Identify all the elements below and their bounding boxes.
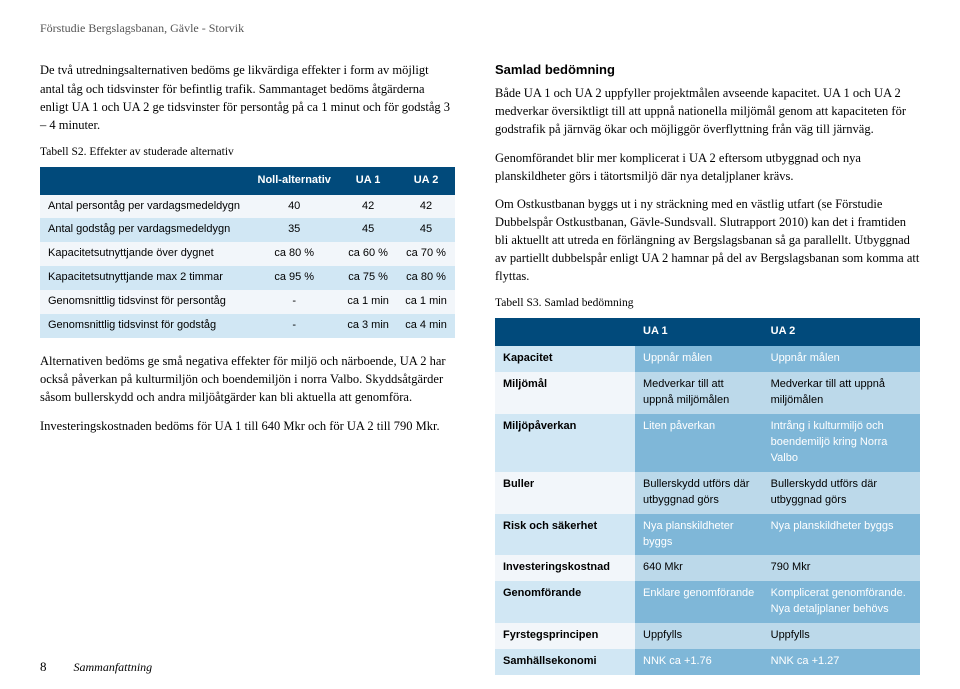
row-label: Genomsnittlig tidsvinst för persontåg (40, 290, 249, 314)
cell: NNK ca +1.76 (635, 649, 763, 675)
cell: Nya planskildheter byggs (763, 514, 920, 556)
page-number: 8 (40, 659, 47, 674)
table-s2: Noll-alternativ UA 1 UA 2 Antal persontå… (40, 167, 455, 339)
cell: 640 Mkr (635, 555, 763, 581)
table-row: Kapacitetsutnyttjande över dygnet ca 80 … (40, 242, 455, 266)
th-blank (495, 318, 635, 346)
th-ua1: UA 1 (339, 167, 397, 195)
cell: Uppfylls (763, 623, 920, 649)
cell: ca 3 min (339, 314, 397, 338)
row-label: Miljömål (495, 372, 635, 414)
cell: 42 (339, 195, 397, 219)
row-label: Buller (495, 472, 635, 514)
row-label: Genomsnittlig tidsvinst för godståg (40, 314, 249, 338)
table-row: Kapacitet Uppnår målen Uppnår målen (495, 346, 920, 372)
cell: Uppfylls (635, 623, 763, 649)
th-ua1: UA 1 (635, 318, 763, 346)
th-ua2: UA 2 (397, 167, 455, 195)
cell: Medverkar till att uppnå miljömålen (763, 372, 920, 414)
table-row: Genomsnittlig tidsvinst för persontåg - … (40, 290, 455, 314)
row-label: Kapacitet (495, 346, 635, 372)
table-row: Fyrstegsprincipen Uppfylls Uppfylls (495, 623, 920, 649)
table-row: Investeringskostnad 640 Mkr 790 Mkr (495, 555, 920, 581)
row-label: Samhällsekonomi (495, 649, 635, 675)
cell: Enklare genomförande (635, 581, 763, 623)
paragraph: Genomförandet blir mer komplicerat i UA … (495, 149, 920, 185)
row-label: Risk och säkerhet (495, 514, 635, 556)
table-row: Kapacitetsutnyttjande max 2 timmar ca 95… (40, 266, 455, 290)
table-row: Miljömål Medverkar till att uppnå miljöm… (495, 372, 920, 414)
row-label: Miljöpåverkan (495, 414, 635, 472)
cell: ca 75 % (339, 266, 397, 290)
cell: Nya planskildheter byggs (635, 514, 763, 556)
table-row: Genomförande Enklare genomförande Kompli… (495, 581, 920, 623)
cell: NNK ca +1.27 (763, 649, 920, 675)
row-label: Genomförande (495, 581, 635, 623)
cell: ca 95 % (249, 266, 339, 290)
cell: Liten påverkan (635, 414, 763, 472)
row-label: Fyrstegsprincipen (495, 623, 635, 649)
table-s2-caption: Tabell S2. Effekter av studerade alterna… (40, 144, 455, 161)
cell: Intrång i kulturmiljö och boendemiljö kr… (763, 414, 920, 472)
table-header-row: UA 1 UA 2 (495, 318, 920, 346)
right-column: Samlad bedömning Både UA 1 och UA 2 uppf… (495, 61, 920, 675)
paragraph: Investeringskostnaden bedöms för UA 1 ti… (40, 417, 455, 435)
section-name: Sammanfattning (74, 660, 153, 674)
cell: Uppnår målen (763, 346, 920, 372)
paragraph: Om Ostkustbanan byggs ut i ny sträckning… (495, 195, 920, 286)
table-row: Samhällsekonomi NNK ca +1.76 NNK ca +1.2… (495, 649, 920, 675)
cell: Uppnår målen (635, 346, 763, 372)
cell: 35 (249, 218, 339, 242)
cell: 42 (397, 195, 455, 219)
table-header-row: Noll-alternativ UA 1 UA 2 (40, 167, 455, 195)
table-row: Buller Bullerskydd utförs där utbyggnad … (495, 472, 920, 514)
cell: Bullerskydd utförs där utbyggnad görs (635, 472, 763, 514)
paragraph: Både UA 1 och UA 2 uppfyller projektmåle… (495, 84, 920, 138)
th-noll: Noll-alternativ (249, 167, 339, 195)
cell: 40 (249, 195, 339, 219)
page-footer: 8 Sammanfattning (40, 658, 152, 677)
cell: ca 1 min (397, 290, 455, 314)
row-label: Kapacitetsutnyttjande max 2 timmar (40, 266, 249, 290)
cell: 45 (397, 218, 455, 242)
cell: Bullerskydd utförs där utbyggnad görs (763, 472, 920, 514)
cell: Medverkar till att uppnå miljömålen (635, 372, 763, 414)
page-header: Förstudie Bergslagsbanan, Gävle - Storvi… (40, 20, 920, 37)
cell: ca 80 % (397, 266, 455, 290)
cell: ca 4 min (397, 314, 455, 338)
section-heading: Samlad bedömning (495, 61, 920, 80)
row-label: Investeringskostnad (495, 555, 635, 581)
table-row: Antal godståg per vardagsmedeldygn 35 45… (40, 218, 455, 242)
th-ua2: UA 2 (763, 318, 920, 346)
left-column: De två utredningsalternativen bedöms ge … (40, 61, 455, 675)
row-label: Antal persontåg per vardagsmedeldygn (40, 195, 249, 219)
table-row: Miljöpåverkan Liten påverkan Intrång i k… (495, 414, 920, 472)
cell: ca 70 % (397, 242, 455, 266)
table-row: Genomsnittlig tidsvinst för godståg - ca… (40, 314, 455, 338)
row-label: Antal godståg per vardagsmedeldygn (40, 218, 249, 242)
cell: - (249, 314, 339, 338)
cell: Komplicerat genomförande. Nya detaljplan… (763, 581, 920, 623)
cell: - (249, 290, 339, 314)
cell: 790 Mkr (763, 555, 920, 581)
cell: ca 1 min (339, 290, 397, 314)
table-row: Antal persontåg per vardagsmedeldygn 40 … (40, 195, 455, 219)
cell: 45 (339, 218, 397, 242)
table-row: Risk och säkerhet Nya planskildheter byg… (495, 514, 920, 556)
cell: ca 60 % (339, 242, 397, 266)
table-s3-caption: Tabell S3. Samlad bedömning (495, 295, 920, 312)
content-columns: De två utredningsalternativen bedöms ge … (40, 61, 920, 675)
cell: ca 80 % (249, 242, 339, 266)
table-s3: UA 1 UA 2 Kapacitet Uppnår målen Uppnår … (495, 318, 920, 675)
paragraph: Alternativen bedöms ge små negativa effe… (40, 352, 455, 406)
row-label: Kapacitetsutnyttjande över dygnet (40, 242, 249, 266)
intro-paragraph: De två utredningsalternativen bedöms ge … (40, 61, 455, 134)
th-blank (40, 167, 249, 195)
